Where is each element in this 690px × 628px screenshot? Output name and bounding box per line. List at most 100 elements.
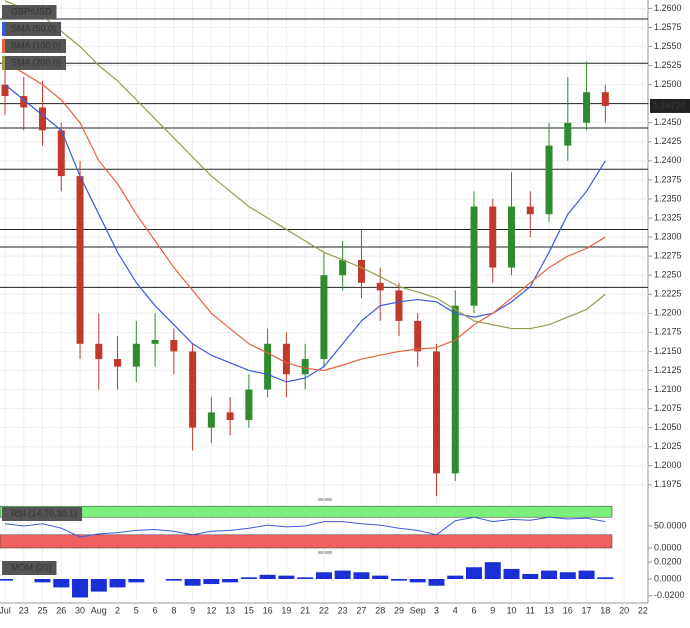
x-tick-label: Jul — [0, 605, 11, 615]
x-tick-label: 5 — [134, 605, 139, 615]
y-tick-label: 1.2150 — [654, 346, 682, 356]
y-tick-label: 1.2200 — [654, 308, 682, 318]
label-box — [2, 507, 83, 521]
x-tick-label: 21 — [300, 605, 310, 615]
sma-line — [4, 0, 606, 330]
y-tick-label: 0.0200 — [654, 557, 682, 567]
candle-body — [470, 206, 478, 306]
x-tick-label: 25 — [38, 605, 48, 615]
label-swatch — [2, 39, 5, 53]
mom-bar — [484, 562, 501, 579]
x-tick-label: 4 — [453, 605, 458, 615]
candle-body — [76, 176, 84, 344]
x-tick-label: 6 — [471, 605, 476, 615]
candle-body — [20, 96, 28, 108]
y-tick-label: 1.2050 — [654, 422, 682, 432]
x-tick-label: 9 — [190, 605, 195, 615]
x-tick-label: 26 — [56, 605, 66, 615]
last-price-label: 1.24720 — [653, 100, 686, 110]
panel-label: GBP/USD — [11, 6, 52, 16]
mom-bar — [559, 572, 576, 579]
candle-body — [395, 290, 403, 321]
x-tick-label: 15 — [244, 605, 254, 615]
mom-bar — [240, 577, 257, 579]
x-tick-label: Sep — [410, 605, 426, 615]
x-tick-label: Aug — [91, 605, 107, 615]
label-box — [2, 561, 57, 575]
y-tick-label: 1.2400 — [654, 155, 682, 165]
mom-bar — [72, 579, 89, 598]
y-tick-label: 1.2525 — [654, 60, 682, 70]
mom-bar — [315, 572, 332, 579]
candle-body — [264, 343, 272, 390]
candle-body — [226, 412, 234, 421]
x-tick-label: 2 — [115, 605, 120, 615]
y-tick-label: 1.2425 — [654, 136, 682, 146]
panel-handle[interactable] — [318, 498, 332, 501]
y-tick-label: 1.2275 — [654, 250, 682, 260]
mom-bar — [165, 579, 182, 581]
label-box — [2, 5, 57, 19]
candle-body — [376, 282, 384, 291]
x-tick-label: 18 — [600, 605, 610, 615]
mom-bar — [184, 579, 201, 586]
mom-bar — [522, 573, 539, 579]
candle-body — [545, 145, 553, 215]
panel-label: SMA (200,0) — [11, 57, 61, 67]
y-tick-label: 50.0000 — [654, 520, 687, 530]
x-tick-label: 10 — [507, 605, 517, 615]
last-price-box — [650, 98, 690, 113]
y-tick-label: 1.2575 — [654, 22, 682, 32]
band — [0, 534, 613, 549]
candle-body — [245, 389, 253, 421]
candle-body — [282, 343, 290, 375]
mom-bar — [578, 570, 595, 579]
panel-label: SMA (100,0) — [11, 40, 61, 50]
y-tick-label: 1.1975 — [654, 479, 682, 489]
mom-bar — [390, 579, 407, 581]
candle-body — [114, 359, 122, 367]
y-tick-label: 1.2175 — [654, 327, 682, 337]
candle-body — [132, 343, 140, 367]
y-tick-label: 1.2225 — [654, 289, 682, 299]
panel-label: SMA (50,0) — [11, 23, 56, 33]
y-tick-label: 1.2600 — [654, 3, 682, 13]
candle-body — [301, 359, 309, 375]
candle-body — [508, 206, 516, 268]
mom-bar — [409, 579, 426, 583]
mom-bar — [503, 568, 520, 579]
x-tick-label: 13 — [225, 605, 235, 615]
x-tick-label: 23 — [19, 605, 29, 615]
candle-body — [339, 259, 347, 276]
rsi-line — [4, 516, 606, 538]
y-tick-label: 1.2075 — [654, 403, 682, 413]
x-tick-label: 8 — [171, 605, 176, 615]
sma-line — [4, 61, 606, 372]
y-tick-label: 1.2500 — [654, 79, 682, 89]
mom-bar — [372, 575, 389, 579]
mom-bar — [259, 574, 276, 579]
y-tick-label: 1.2125 — [654, 365, 682, 375]
candle-body — [489, 206, 497, 268]
x-tick-label: 23 — [338, 605, 348, 615]
mom-bar — [90, 579, 107, 592]
candle-body — [170, 339, 178, 352]
candle-body — [207, 412, 215, 428]
candle-body — [95, 343, 103, 360]
panel-handle[interactable] — [318, 551, 332, 554]
x-tick-label: 28 — [375, 605, 385, 615]
mom-bar — [278, 575, 295, 579]
candle-body — [583, 92, 591, 123]
mom-bar — [203, 579, 220, 585]
mom-bar — [334, 570, 351, 579]
x-tick-label: 12 — [206, 605, 216, 615]
x-tick-label: 27 — [356, 605, 366, 615]
y-tick-label: 1.2300 — [654, 231, 682, 241]
y-tick-label: 1.2550 — [654, 41, 682, 51]
mom-bar — [353, 572, 370, 579]
mom-bar — [222, 579, 239, 583]
y-tick-label: 1.2000 — [654, 460, 682, 470]
x-tick-label: 16 — [263, 605, 273, 615]
y-tick-label: -0.0200 — [654, 590, 685, 600]
